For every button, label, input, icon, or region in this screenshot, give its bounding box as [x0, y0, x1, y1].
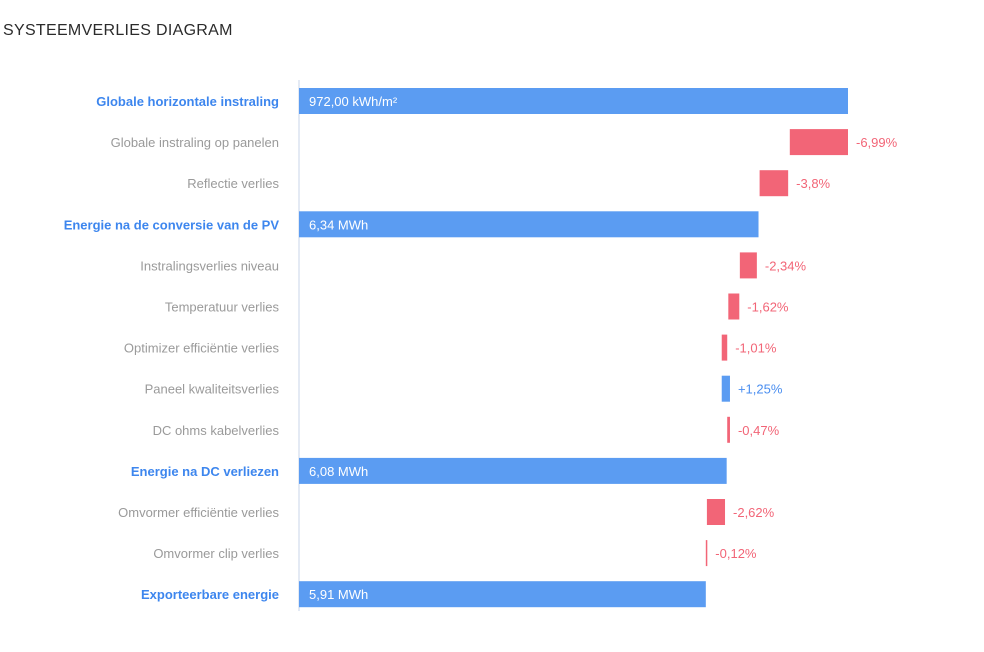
total-bar: [299, 211, 759, 238]
category-label: Temperatuur verlies: [165, 300, 280, 315]
category-label: Optimizer efficiëntie verlies: [124, 341, 280, 356]
category-label: DC ohms kabelverlies: [153, 423, 280, 438]
data-label: -0,12%: [715, 546, 757, 561]
loss-bar: [759, 170, 789, 197]
data-label: 972,00 kWh/m²: [309, 94, 398, 109]
loss-bar: [727, 416, 730, 443]
total-bar: [299, 88, 848, 114]
data-label: -0,47%: [738, 423, 780, 438]
category-label: Globale horizontale instraling: [96, 94, 279, 109]
data-label: -1,62%: [747, 300, 789, 315]
category-label: Omvormer efficiëntie verlies: [118, 505, 279, 520]
category-label: Globale instraling op panelen: [111, 135, 279, 150]
loss-bar: [728, 293, 740, 320]
category-label: Omvormer clip verlies: [153, 546, 279, 561]
category-label: Instralingsverlies niveau: [140, 258, 279, 273]
data-label: -6,99%: [856, 135, 898, 150]
data-label: 5,91 MWh: [309, 587, 368, 602]
total-bar: [299, 581, 706, 608]
loss-bar: [705, 540, 708, 567]
gain-bar: [721, 375, 730, 402]
loss-bar: [789, 129, 848, 156]
category-label: Paneel kwaliteitsverlies: [145, 382, 280, 397]
data-label: 6,08 MWh: [309, 464, 368, 479]
category-label: Reflectie verlies: [187, 176, 279, 191]
category-label: Exporteerbare energie: [141, 587, 279, 602]
loss-bar: [721, 334, 728, 361]
loss-bar: [739, 252, 757, 279]
data-label: -3,8%: [796, 176, 830, 191]
data-label: -1,01%: [735, 341, 777, 356]
category-label: Energie na DC verliezen: [131, 464, 279, 479]
total-bar: [299, 457, 727, 484]
data-label: -2,34%: [765, 258, 807, 273]
loss-bar: [706, 499, 726, 525]
data-label: -2,62%: [733, 505, 775, 520]
chart-title: SYSTEEMVERLIES DIAGRAM: [3, 22, 233, 39]
category-label: Energie na de conversie van de PV: [64, 217, 280, 232]
data-label: +1,25%: [738, 382, 783, 397]
data-label: 6,34 MWh: [309, 217, 368, 232]
